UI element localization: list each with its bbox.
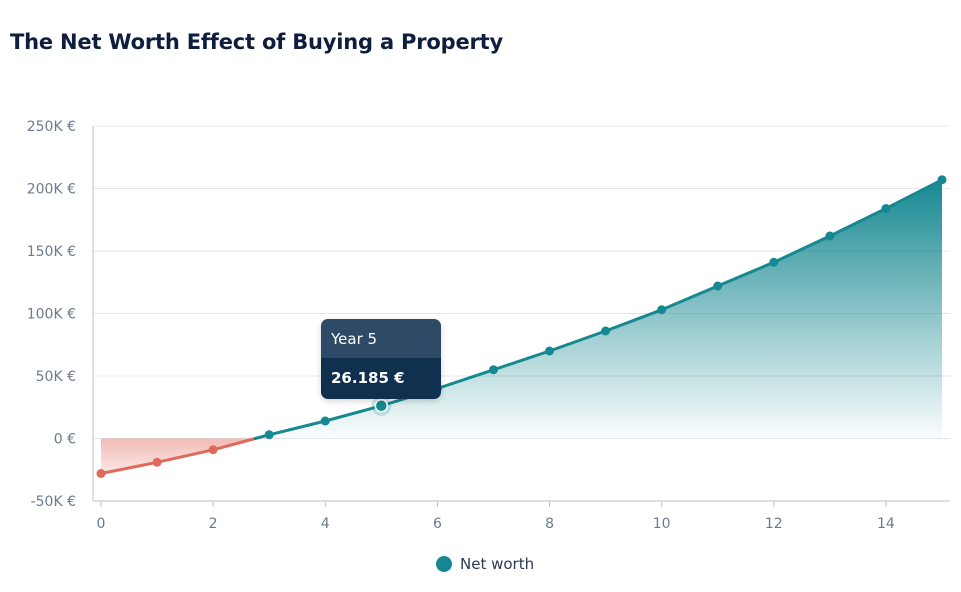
chart-title: The Net Worth Effect of Buying a Propert…	[10, 30, 503, 54]
data-point	[601, 326, 611, 336]
y-tick-label: 150K €	[27, 244, 76, 260]
data-point	[264, 430, 274, 440]
tooltip-value: 26.185 €	[321, 358, 441, 399]
x-tick-label: 6	[433, 516, 442, 532]
x-tick-label: 4	[321, 516, 330, 532]
data-point	[208, 445, 218, 455]
x-tick-label: 0	[97, 516, 106, 532]
data-point	[937, 175, 947, 185]
legend-label: Net worth	[460, 555, 535, 573]
data-point	[825, 231, 835, 241]
y-tick-label: 250K €	[27, 119, 76, 135]
data-point	[152, 457, 162, 467]
data-point	[881, 204, 891, 213]
positive-area	[255, 179, 942, 439]
y-tick-label: 200K €	[27, 182, 76, 198]
x-tick-label: 10	[653, 516, 671, 532]
tooltip-label: Year 5	[321, 319, 441, 358]
negative-series-line	[99, 437, 257, 475]
data-point	[657, 305, 667, 315]
x-tick-label: 2	[209, 516, 218, 532]
legend[interactable]: Net worth	[436, 555, 534, 573]
data-point	[545, 346, 555, 356]
data-point	[96, 469, 106, 478]
y-tick-label: 0 €	[54, 432, 76, 448]
data-point	[374, 399, 389, 413]
positive-series-line	[253, 178, 944, 440]
data-point	[769, 257, 779, 267]
data-point	[320, 416, 330, 426]
x-tick-label: 12	[765, 516, 783, 532]
legend-dot-icon	[436, 556, 452, 572]
data-point	[713, 281, 723, 291]
y-tick-label: 50K €	[36, 369, 76, 385]
x-tick-label: 8	[545, 516, 554, 532]
x-tick-label: 14	[877, 516, 895, 532]
y-tick-label: 100K €	[27, 307, 76, 323]
tooltip: Year 5 26.185 €	[321, 319, 441, 399]
y-tick-label: -50K €	[31, 494, 76, 510]
data-point	[488, 365, 498, 375]
